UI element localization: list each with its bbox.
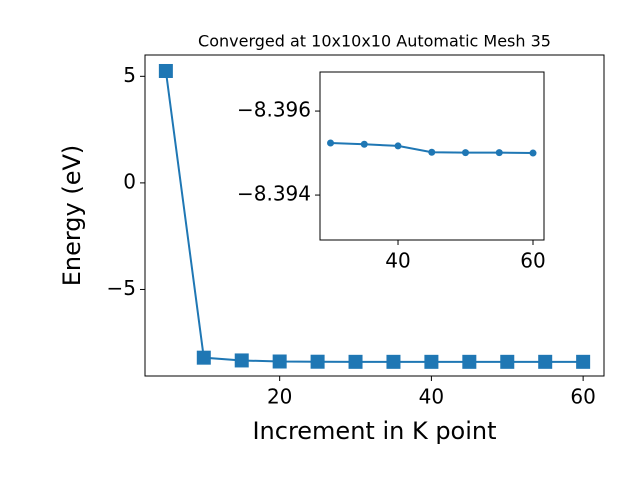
marker xyxy=(576,354,591,369)
marker xyxy=(538,354,553,369)
marker xyxy=(196,350,211,365)
marker xyxy=(310,354,325,369)
y-tick-label: −5 xyxy=(107,276,136,300)
x-tick-label: 60 xyxy=(520,249,545,273)
y-axis-label: Energy (eV) xyxy=(58,145,86,287)
y-tick-label: −8.394 xyxy=(237,182,311,206)
marker xyxy=(234,353,249,368)
marker xyxy=(158,63,173,78)
marker xyxy=(394,142,402,150)
marker xyxy=(529,149,537,157)
marker xyxy=(348,354,363,369)
plot-area xyxy=(319,71,545,241)
marker xyxy=(428,148,436,156)
y-tick-label: 0 xyxy=(123,169,136,193)
marker xyxy=(500,354,515,369)
x-tick-label: 40 xyxy=(385,249,410,273)
x-axis-label: Increment in K point xyxy=(252,417,496,445)
y-tick-label: −8.396 xyxy=(237,98,311,122)
marker xyxy=(272,354,287,369)
marker xyxy=(462,149,470,157)
marker xyxy=(462,354,477,369)
marker xyxy=(495,149,503,157)
marker xyxy=(360,140,368,148)
marker xyxy=(424,354,439,369)
x-tick-label: 60 xyxy=(570,385,595,409)
x-tick-label: 40 xyxy=(419,385,444,409)
y-tick-label: 5 xyxy=(123,63,136,87)
chart-title: Converged at 10x10x10 Automatic Mesh 35 xyxy=(198,32,551,51)
x-tick-label: 20 xyxy=(267,385,292,409)
marker xyxy=(327,139,335,147)
marker xyxy=(386,354,401,369)
